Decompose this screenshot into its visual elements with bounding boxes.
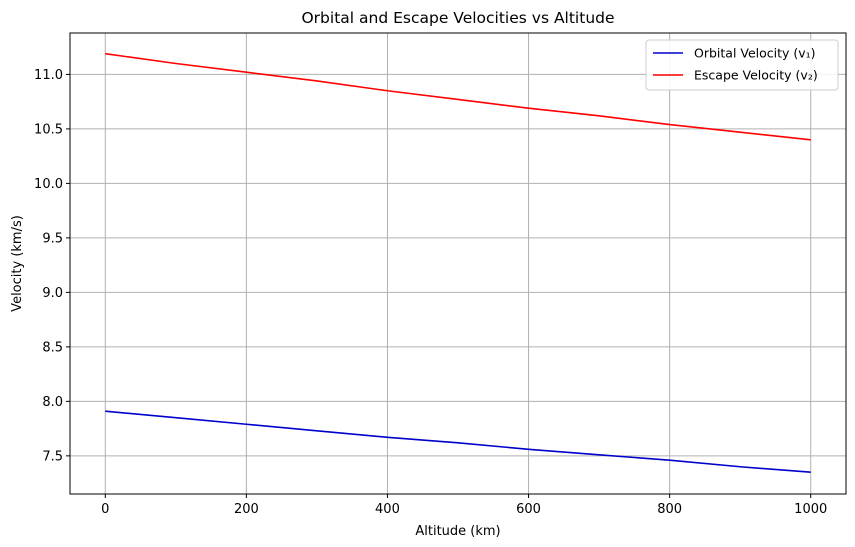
y-tick-label: 9.0: [42, 286, 63, 301]
y-tick-label: 8.0: [42, 395, 63, 410]
y-tick-label: 8.5: [42, 340, 63, 355]
chart-title: Orbital and Escape Velocities vs Altitud…: [301, 9, 614, 27]
x-tick-label: 600: [516, 502, 541, 517]
legend: Orbital Velocity (v₁) Escape Velocity (v₂…: [645, 39, 839, 91]
y-tick-label: 11.0: [34, 68, 63, 83]
plot-area: [70, 33, 846, 494]
y-tick-label: 9.5: [42, 231, 63, 246]
x-tick-label: 0: [101, 502, 109, 517]
legend-label-1: Escape Velocity (v₂): [694, 68, 818, 83]
series-line-0: [105, 410, 811, 473]
plot-frame: [69, 32, 847, 495]
x-axis-label: Altitude (km): [415, 524, 500, 539]
x-tick-label: 1000: [794, 502, 827, 517]
y-tick-label: 10.0: [34, 177, 63, 192]
y-axis-label: Velocity (km/s): [10, 215, 25, 312]
grid: [70, 33, 846, 494]
series-lines: [105, 52, 811, 473]
legend-label-0: Orbital Velocity (v₁): [694, 46, 816, 61]
y-tick-label: 10.5: [34, 122, 63, 137]
legend-box: [645, 39, 839, 91]
x-tick-label: 800: [657, 502, 682, 517]
x-tick-label: 400: [375, 502, 400, 517]
ticks: 0 200 400 600 800 1000 7.5 8.0 8.5 9.0 9.5 10.0 10.5…: [34, 68, 827, 517]
x-tick-label: 200: [234, 502, 259, 517]
y-tick-label: 7.5: [42, 449, 63, 464]
series-line-1: [105, 52, 811, 141]
